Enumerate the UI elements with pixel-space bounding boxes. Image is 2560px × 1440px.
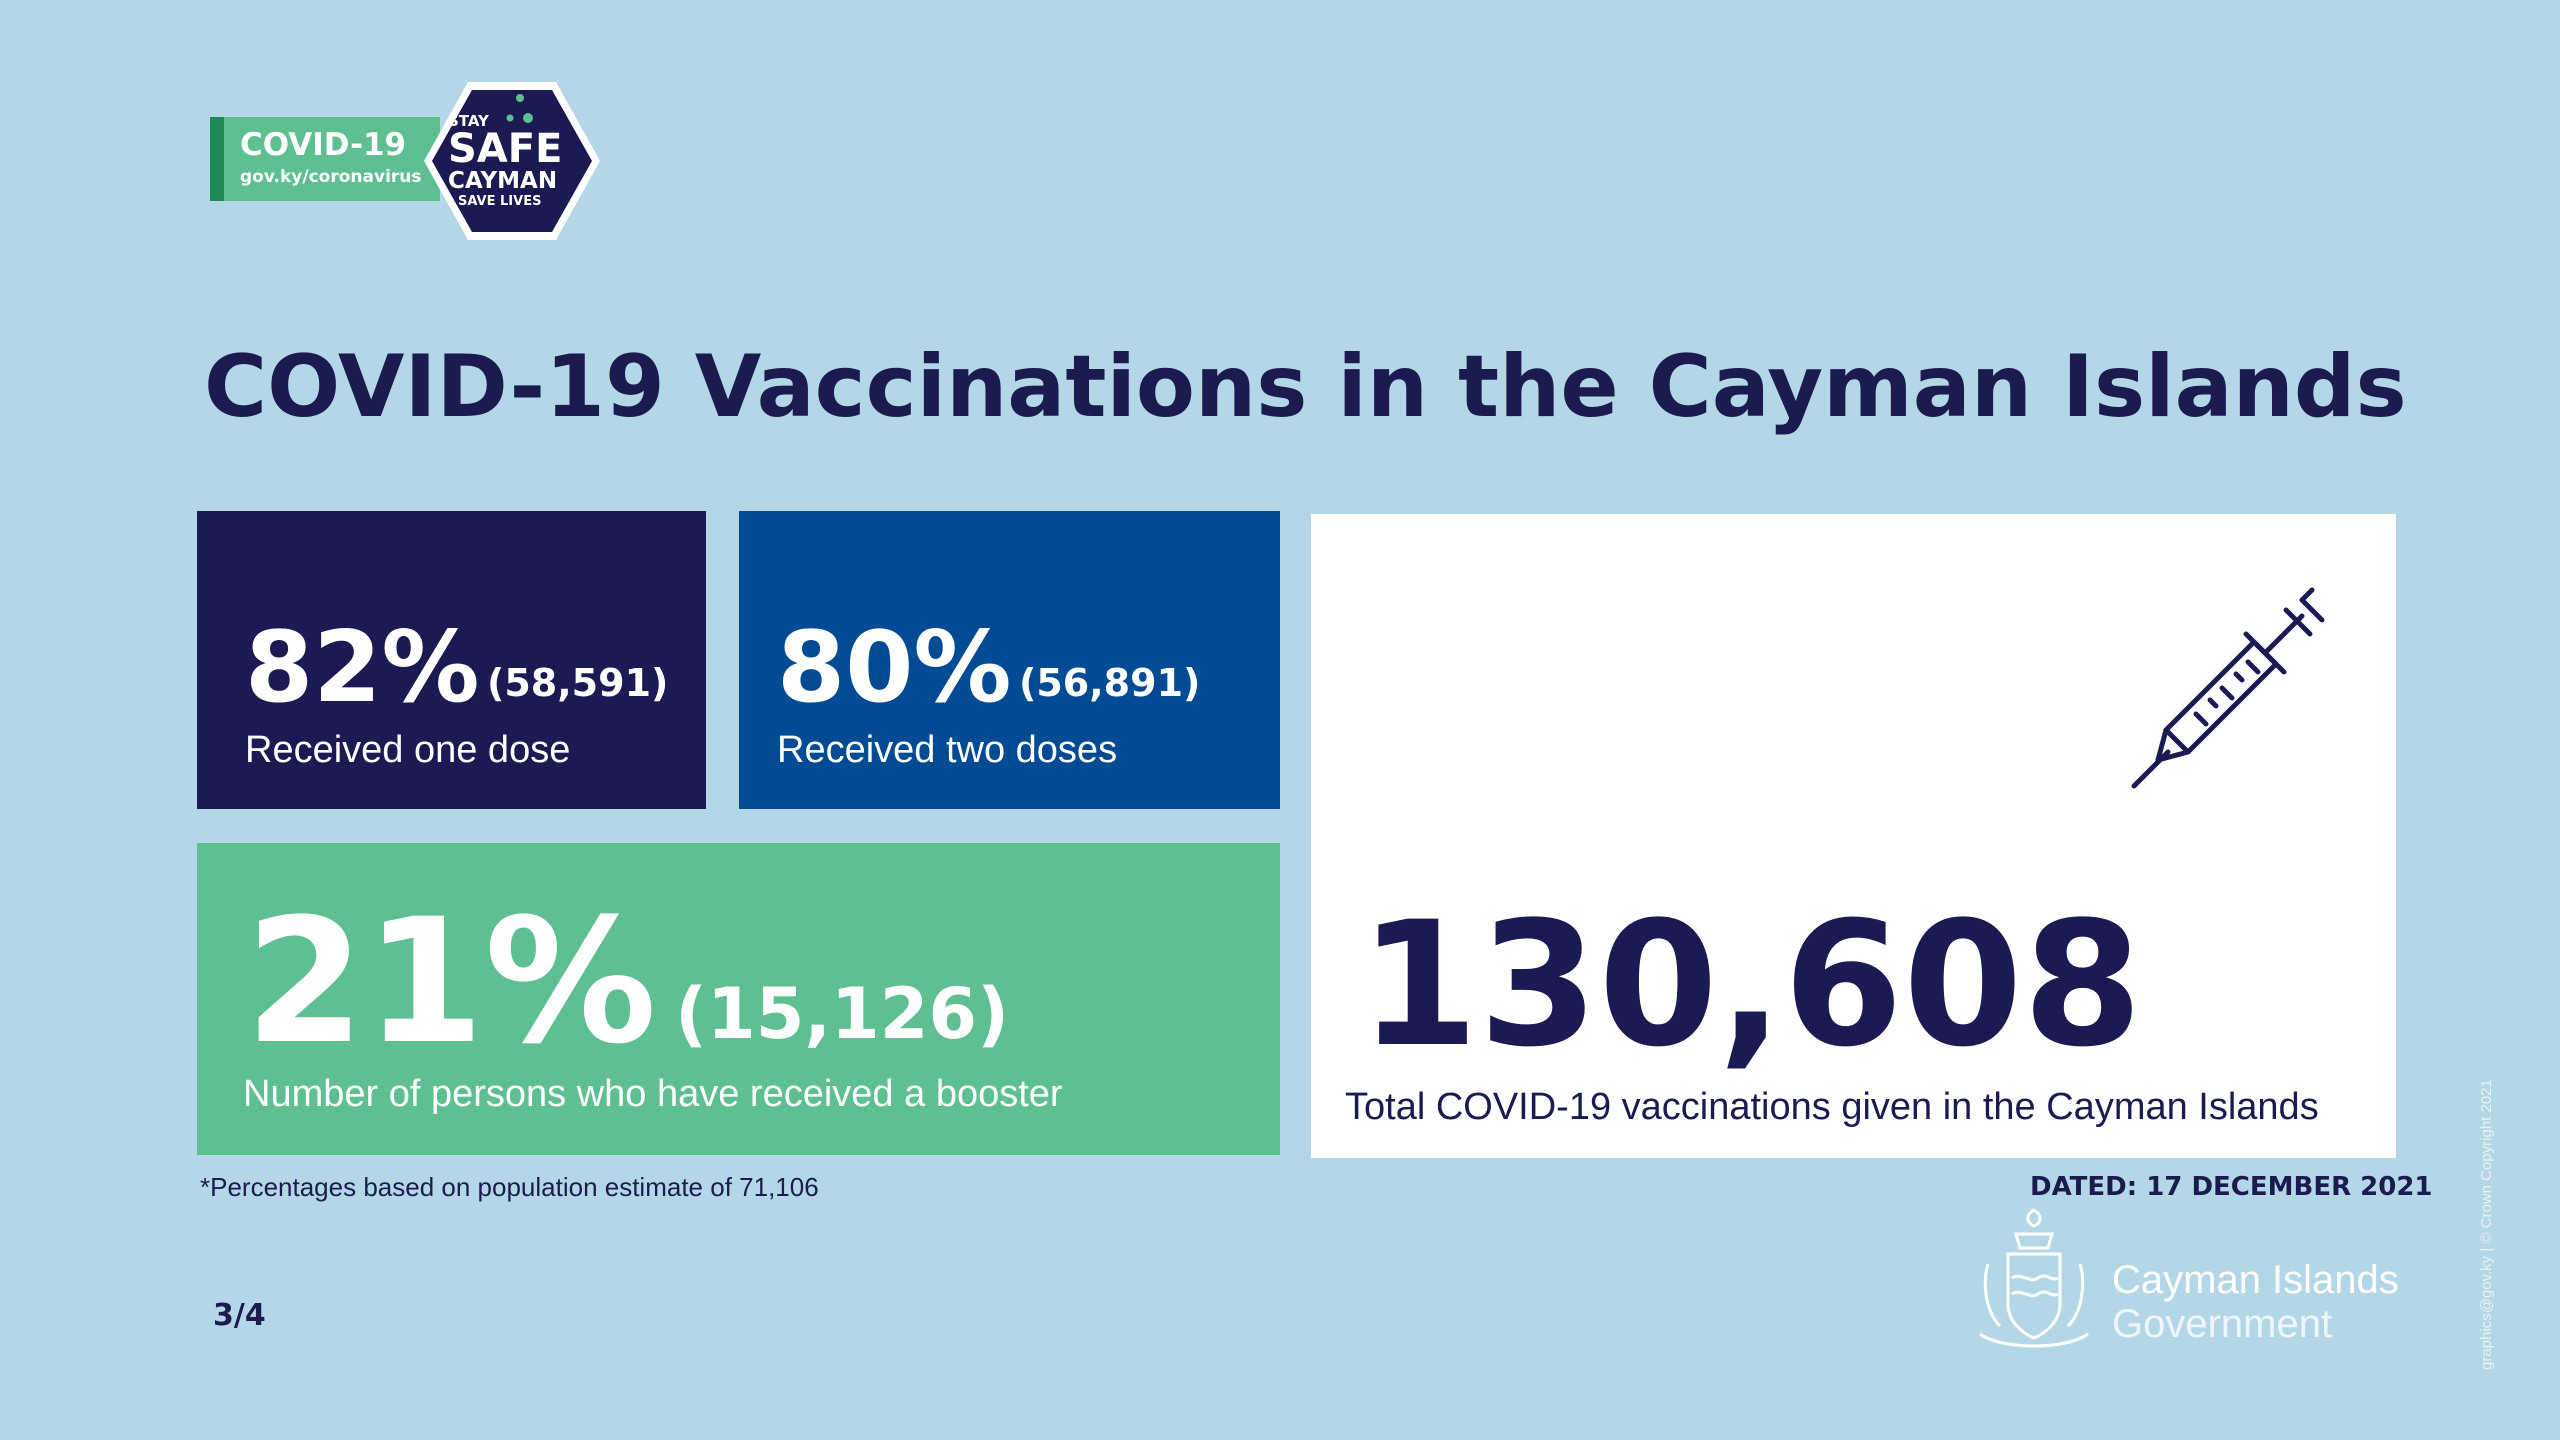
total-value: 130,608 bbox=[1359, 884, 2143, 1085]
footnote: *Percentages based on population estimat… bbox=[200, 1172, 819, 1202]
coronavirus-url: gov.ky/coronavirus bbox=[240, 167, 422, 187]
booster-percent: 21% bbox=[245, 881, 657, 1082]
two-doses-count: (56,891) bbox=[1019, 661, 1201, 705]
dated-label: DATED: 17 DECEMBER 2021 bbox=[2030, 1172, 2433, 1202]
copyright-credit: graphics@gov.ky | © Crown Copyright 2021 bbox=[2478, 1079, 2495, 1370]
total-label: Total COVID-19 vaccinations given in the… bbox=[1345, 1086, 2319, 1128]
government-name-line2: Government bbox=[2112, 1302, 2333, 1346]
coat-of-arms-icon bbox=[1979, 1208, 2089, 1348]
safe-text: SAFE bbox=[448, 126, 563, 172]
booster-count: (15,126) bbox=[675, 973, 1010, 1055]
one-dose-card: 82% (58,591) Received one dose bbox=[197, 511, 706, 809]
save-lives-text: SAVE LIVES bbox=[458, 194, 542, 209]
total-vaccinations-card: 130,608 Total COVID-19 vaccinations give… bbox=[1311, 514, 2396, 1158]
government-name-line1: Cayman Islands bbox=[2112, 1258, 2399, 1302]
one-dose-label: Received one dose bbox=[245, 729, 571, 771]
page-title: COVID-19 Vaccinations in the Cayman Isla… bbox=[204, 337, 2407, 437]
covid-19-tag: COVID-19 gov.ky/coronavirus bbox=[210, 117, 440, 201]
page-number: 3/4 bbox=[213, 1298, 266, 1333]
one-dose-count: (58,591) bbox=[487, 661, 669, 705]
booster-card: 21% (15,126) Number of persons who have … bbox=[197, 843, 1280, 1155]
one-dose-percent: 82% bbox=[245, 611, 480, 725]
two-doses-percent: 80% bbox=[777, 611, 1012, 725]
stay-safe-cayman-logo: STAY SAFE CAYMAN SAVE LIVES bbox=[412, 76, 604, 246]
syringe-icon bbox=[2131, 587, 2325, 789]
two-doses-card: 80% (56,891) Received two doses bbox=[739, 511, 1280, 809]
two-doses-label: Received two doses bbox=[777, 729, 1118, 771]
stay-text: STAY bbox=[448, 112, 489, 130]
covid-label: COVID-19 bbox=[240, 127, 407, 163]
cayman-text: CAYMAN bbox=[448, 168, 558, 194]
booster-label: Number of persons who have received a bo… bbox=[243, 1073, 1063, 1115]
